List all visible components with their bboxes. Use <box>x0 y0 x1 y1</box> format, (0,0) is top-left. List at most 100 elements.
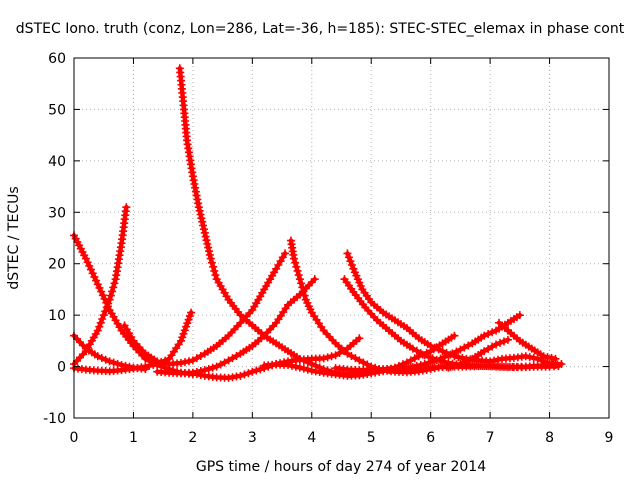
data-point <box>98 291 107 300</box>
data-point <box>208 363 217 372</box>
data-point <box>281 249 290 258</box>
data-point <box>182 322 191 331</box>
data-point <box>192 370 201 379</box>
data-point <box>92 276 101 285</box>
data-point <box>195 206 204 215</box>
data-point <box>203 239 212 248</box>
y-tick-label: -10 <box>43 411 66 427</box>
data-point <box>101 355 110 364</box>
data-point <box>496 338 505 347</box>
data-point <box>96 318 105 327</box>
data-point <box>109 283 118 292</box>
data-point <box>93 280 102 289</box>
data-point <box>488 328 497 337</box>
data-point <box>343 249 352 258</box>
data-point <box>355 334 364 343</box>
series-arc16 <box>331 362 563 375</box>
data-point <box>319 354 328 363</box>
data-point <box>291 258 300 267</box>
data-point <box>194 203 203 212</box>
data-point <box>187 308 196 317</box>
data-point <box>294 271 303 280</box>
data-point <box>299 364 308 373</box>
data-point <box>81 254 90 263</box>
data-point <box>185 312 194 321</box>
data-point <box>450 331 459 340</box>
series-arc1 <box>70 231 197 379</box>
data-point <box>426 342 435 350</box>
data-point <box>494 355 503 364</box>
data-point <box>204 364 213 373</box>
data-point <box>104 299 113 308</box>
y-tick-label: 30 <box>48 205 66 221</box>
data-point <box>287 361 296 370</box>
data-point <box>83 258 92 267</box>
series-arc6 <box>175 64 376 379</box>
data-point <box>201 232 210 241</box>
data-point <box>525 353 534 362</box>
data-point <box>200 228 209 237</box>
data-point <box>199 225 208 234</box>
data-point <box>177 336 185 345</box>
x-tick-label: 6 <box>426 430 435 446</box>
data-point <box>106 291 115 300</box>
data-point <box>105 357 114 366</box>
data-point <box>205 247 214 256</box>
data-point <box>244 369 253 378</box>
y-tick-label: 50 <box>48 102 66 118</box>
x-tick-label: 2 <box>188 430 197 446</box>
data-point <box>554 362 563 371</box>
data-point <box>344 253 353 262</box>
data-point <box>184 315 193 324</box>
data-point <box>240 370 249 379</box>
y-tick-label: 20 <box>48 257 66 273</box>
y-tick-label: 40 <box>48 154 66 170</box>
data-point <box>515 311 524 320</box>
data-point <box>196 370 205 379</box>
data-point <box>432 356 441 365</box>
data-point <box>202 236 211 245</box>
data-point <box>177 358 185 367</box>
data-point <box>197 214 206 223</box>
data-point <box>93 326 102 335</box>
data-point <box>196 210 205 219</box>
y-tick-label: 60 <box>48 51 66 67</box>
data-point <box>420 351 429 360</box>
series-arc4 <box>70 203 131 368</box>
data-point <box>248 367 257 376</box>
data-point <box>434 345 443 354</box>
grid-layer <box>74 58 609 418</box>
data-point <box>458 354 467 362</box>
data-point <box>256 365 265 374</box>
data-point <box>327 352 336 361</box>
data-point <box>180 326 189 335</box>
series-arc7 <box>153 275 319 378</box>
data-point <box>438 347 447 356</box>
x-tick-label: 4 <box>307 430 316 446</box>
data-point <box>180 358 189 367</box>
x-tick-label: 9 <box>605 430 614 446</box>
data-point <box>284 361 292 370</box>
data-point <box>299 287 308 296</box>
data-point <box>347 261 356 269</box>
y-axis-label: dSTEC / TECUs <box>6 186 22 289</box>
data-point <box>198 217 207 226</box>
series-arc15 <box>495 318 560 363</box>
data-point <box>300 291 309 300</box>
data-point <box>85 261 94 270</box>
data-point <box>145 361 154 370</box>
data-point <box>205 250 214 259</box>
data-point <box>97 354 106 362</box>
data-point <box>86 265 95 274</box>
data-point <box>97 287 106 296</box>
data-point <box>157 358 166 367</box>
data-point <box>436 354 445 363</box>
data-point <box>206 254 215 263</box>
data-point <box>153 357 162 366</box>
x-tick-label: 3 <box>248 430 257 446</box>
data-point <box>551 354 560 363</box>
data-layer <box>70 64 566 382</box>
data-point <box>464 356 473 365</box>
series-arc5 <box>120 249 290 368</box>
